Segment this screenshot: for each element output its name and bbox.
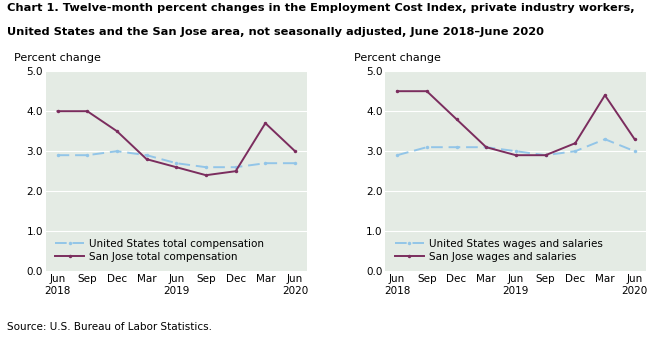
San Jose total compensation <box>172 165 180 169</box>
United States wages and salaries <box>631 149 639 153</box>
Text: Percent change: Percent change <box>14 53 101 63</box>
San Jose wages and salaries <box>393 89 401 93</box>
San Jose wages and salaries <box>631 137 639 141</box>
United States total compensation <box>84 153 91 157</box>
United States wages and salaries <box>512 149 520 153</box>
United States wages and salaries <box>483 145 490 149</box>
United States total compensation <box>143 153 151 157</box>
Line: San Jose wages and salaries: San Jose wages and salaries <box>396 89 636 157</box>
San Jose total compensation <box>54 109 61 113</box>
United States total compensation <box>113 149 121 153</box>
San Jose total compensation <box>84 109 91 113</box>
United States total compensation <box>172 161 180 165</box>
San Jose total compensation <box>291 149 299 153</box>
San Jose wages and salaries <box>483 145 490 149</box>
San Jose total compensation <box>261 121 269 125</box>
Line: San Jose total compensation: San Jose total compensation <box>56 109 296 177</box>
San Jose wages and salaries <box>541 153 549 157</box>
United States total compensation <box>232 165 240 169</box>
San Jose total compensation <box>143 157 151 161</box>
Line: United States wages and salaries: United States wages and salaries <box>396 137 636 157</box>
United States wages and salaries <box>541 153 549 157</box>
United States total compensation <box>54 153 61 157</box>
United States total compensation <box>261 161 269 165</box>
Legend: United States total compensation, San Jose total compensation: United States total compensation, San Jo… <box>51 235 268 266</box>
San Jose total compensation <box>232 169 240 173</box>
San Jose wages and salaries <box>423 89 431 93</box>
United States wages and salaries <box>601 137 609 141</box>
San Jose wages and salaries <box>601 93 609 97</box>
Text: Percent change: Percent change <box>354 53 441 63</box>
United States total compensation <box>202 165 210 169</box>
United States total compensation <box>291 161 299 165</box>
San Jose total compensation <box>113 129 121 133</box>
Text: Source: U.S. Bureau of Labor Statistics.: Source: U.S. Bureau of Labor Statistics. <box>7 322 212 332</box>
United States wages and salaries <box>423 145 431 149</box>
Line: United States total compensation: United States total compensation <box>56 149 296 169</box>
Legend: United States wages and salaries, San Jose wages and salaries: United States wages and salaries, San Jo… <box>390 235 607 266</box>
San Jose wages and salaries <box>512 153 520 157</box>
San Jose total compensation <box>202 173 210 177</box>
United States wages and salaries <box>453 145 460 149</box>
Text: United States and the San Jose area, not seasonally adjusted, June 2018–June 202: United States and the San Jose area, not… <box>7 27 543 37</box>
San Jose wages and salaries <box>571 141 579 145</box>
San Jose wages and salaries <box>453 117 460 121</box>
United States wages and salaries <box>571 149 579 153</box>
Text: Chart 1. Twelve-month percent changes in the Employment Cost Index, private indu: Chart 1. Twelve-month percent changes in… <box>7 3 634 13</box>
United States wages and salaries <box>393 153 401 157</box>
